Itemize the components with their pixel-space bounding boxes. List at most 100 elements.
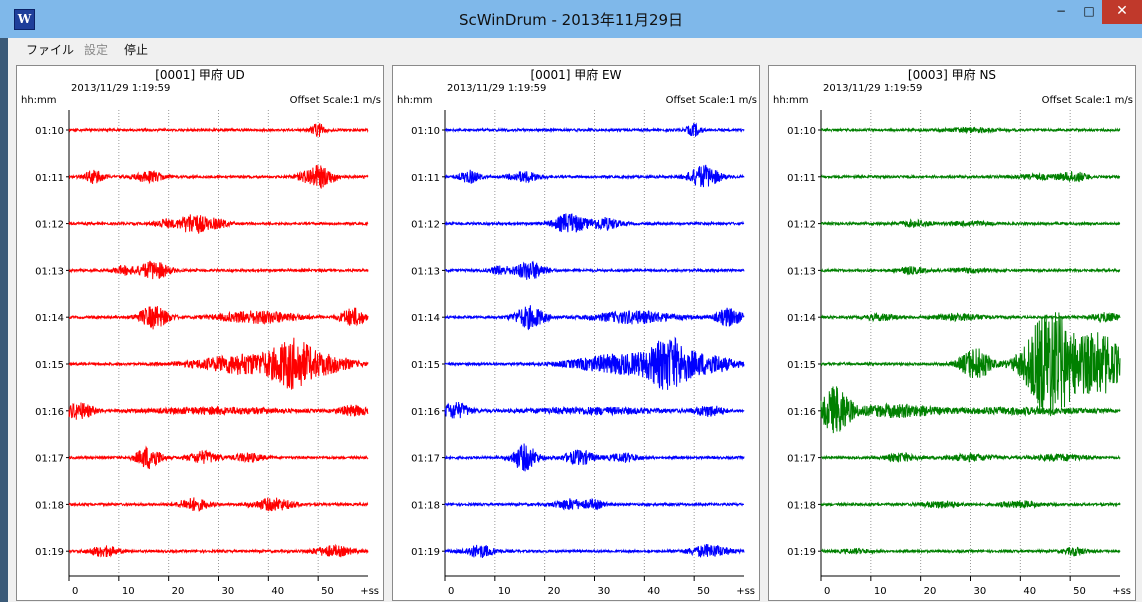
offset-scale-label: Offset Scale:1 m/s (290, 95, 381, 106)
app-icon[interactable]: W (14, 9, 35, 30)
row-time-label: 01:18 (411, 500, 440, 511)
row-time-label: 01:13 (35, 266, 64, 277)
waveform-trace (444, 164, 745, 188)
row-time-label: 01:12 (787, 220, 816, 231)
menu-bar: ファイル 設定 停止 (8, 38, 1142, 60)
waveform-trace (820, 546, 1121, 557)
row-time-label: 01:15 (35, 360, 64, 371)
waveform-trace (68, 306, 369, 330)
offset-scale-label: Offset Scale:1 m/s (666, 95, 757, 106)
row-time-label: 01:12 (411, 220, 440, 231)
waveform-trace (68, 214, 369, 234)
x-tick-label: 20 (172, 586, 185, 597)
waveform-trace (820, 500, 1121, 510)
time-axis-label: hh:mm (397, 95, 433, 106)
station-title: [0001] 甲府 UD (155, 67, 245, 82)
row-time-label: 01:19 (35, 547, 64, 558)
menu-stop[interactable]: 停止 (124, 43, 149, 57)
x-tick-label: 10 (498, 586, 511, 597)
waveform-trace (820, 126, 1121, 135)
x-unit-label: +ss (360, 586, 379, 597)
waveform-trace (68, 543, 369, 558)
waveform-trace (820, 218, 1121, 229)
waveform-trace (68, 402, 369, 420)
waveform-trace (444, 544, 745, 558)
row-time-label: 01:17 (411, 454, 440, 465)
row-time-label: 01:10 (35, 126, 64, 137)
x-tick-label: 20 (548, 586, 561, 597)
waveform-trace (820, 312, 1121, 417)
row-time-label: 01:14 (411, 313, 440, 324)
seismogram-panel-ud: [0001] 甲府 UD 2013/11/29 1:19:59 hh:mm Offse… (16, 65, 384, 601)
x-tick-label: 0 (448, 586, 454, 597)
row-time-label: 01:17 (35, 454, 64, 465)
offset-scale-label: Offset Scale:1 m/s (1042, 95, 1133, 106)
row-time-label: 01:11 (787, 173, 816, 184)
x-tick-label: 40 (271, 586, 284, 597)
waveform-trace (68, 497, 369, 512)
timestamp-label: 2013/11/29 1:19:59 (447, 83, 546, 94)
row-time-label: 01:11 (35, 173, 64, 184)
waveform-trace (820, 311, 1121, 324)
seismogram-panel-ns: [0003] 甲府 NS 2013/11/29 1:19:59 hh:mm Offse… (768, 65, 1136, 601)
row-time-label: 01:14 (35, 313, 64, 324)
x-tick-label: 50 (321, 586, 334, 597)
waveform-trace (68, 445, 369, 470)
x-tick-label: 40 (1023, 586, 1036, 597)
waveform-trace (68, 123, 369, 137)
x-tick-label: 30 (974, 586, 987, 597)
row-time-label: 01:15 (787, 360, 816, 371)
waveform-trace (444, 260, 745, 280)
row-time-label: 01:16 (787, 407, 816, 418)
row-time-label: 01:11 (411, 173, 440, 184)
row-time-label: 01:10 (411, 126, 440, 137)
x-unit-label: +ss (1112, 586, 1131, 597)
waveform-trace (820, 266, 1121, 276)
row-time-label: 01:19 (787, 547, 816, 558)
waveform-trace (68, 260, 369, 280)
window-title: ScWinDrum - 2013年11月29日 (458, 11, 684, 29)
x-tick-label: 30 (598, 586, 611, 597)
menu-file[interactable]: ファイル (26, 43, 75, 57)
seismogram-panel-ew: [0001] 甲府 EW 2013/11/29 1:19:59 hh:mm Offse… (392, 65, 760, 601)
timestamp-label: 2013/11/29 1:19:59 (823, 83, 922, 94)
x-tick-label: 50 (1073, 586, 1086, 597)
timestamp-label: 2013/11/29 1:19:59 (71, 83, 170, 94)
waveform-trace (68, 165, 369, 189)
row-time-label: 01:16 (411, 407, 440, 418)
waveform-trace (444, 305, 745, 331)
row-time-label: 01:12 (35, 220, 64, 231)
waveform-trace (820, 171, 1121, 183)
waveform-trace (444, 443, 745, 472)
time-axis-label: hh:mm (773, 95, 809, 106)
close-button[interactable]: ✕ (1102, 0, 1142, 24)
waveform-trace (68, 337, 369, 390)
station-title: [0001] 甲府 EW (531, 67, 622, 82)
waveform-trace (444, 336, 745, 390)
time-axis-label: hh:mm (21, 95, 57, 106)
row-time-label: 01:18 (35, 500, 64, 511)
row-time-label: 01:18 (787, 500, 816, 511)
row-time-label: 01:10 (787, 126, 816, 137)
row-time-label: 01:13 (411, 266, 440, 277)
waveform-trace (444, 401, 745, 419)
waveform-trace (444, 122, 745, 137)
x-tick-label: 50 (697, 586, 710, 597)
row-time-label: 01:19 (411, 547, 440, 558)
maximize-button[interactable]: □ (1083, 4, 1095, 18)
minimize-button[interactable]: − (1055, 4, 1067, 18)
waveform-trace (444, 213, 745, 233)
menu-settings[interactable]: 設定 (84, 43, 109, 57)
x-tick-label: 20 (924, 586, 937, 597)
row-time-label: 01:14 (787, 313, 816, 324)
row-time-label: 01:13 (787, 266, 816, 277)
x-tick-label: 10 (122, 586, 135, 597)
x-tick-label: 40 (647, 586, 660, 597)
row-time-label: 01:16 (35, 407, 64, 418)
waveform-trace (820, 386, 1121, 434)
waveform-trace (444, 497, 744, 511)
row-time-label: 01:15 (411, 360, 440, 371)
x-tick-label: 10 (874, 586, 887, 597)
